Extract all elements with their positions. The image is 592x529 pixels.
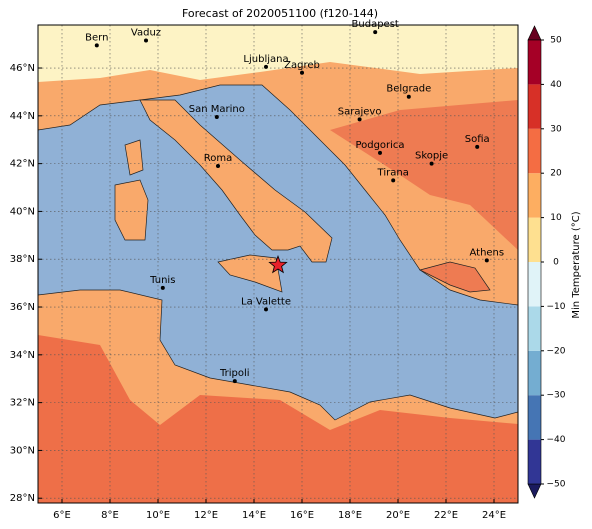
city-label: Vaduz <box>131 28 161 39</box>
y-tick-label: 46°N <box>10 63 35 74</box>
colorbar-bin <box>528 84 541 129</box>
colorbar-tick-label: −50 <box>547 480 566 490</box>
warm-zone <box>330 100 518 250</box>
city-marker <box>232 379 237 384</box>
city-label: Athens <box>469 247 504 258</box>
city-label: Podgorica <box>355 140 404 151</box>
x-tick-label: 20°E <box>386 510 410 521</box>
colorbar-label: Min Temperature (°C) <box>571 211 582 318</box>
x-tick-label: 18°E <box>338 510 362 521</box>
x-tick-label: 8°E <box>101 510 119 521</box>
colorbar-tick-label: −30 <box>547 391 566 401</box>
colorbar-bin <box>528 395 541 440</box>
city-marker <box>216 164 220 169</box>
colorbar-tick-label: 20 <box>550 169 562 179</box>
x-tick-label: 10°E <box>146 510 170 521</box>
city-marker <box>214 115 219 120</box>
colorbar-bin <box>528 439 541 484</box>
colorbar-bin <box>528 217 541 262</box>
x-tick-label: 16°E <box>290 510 314 521</box>
city-marker <box>429 161 434 166</box>
colorbar-tick-label: 10 <box>550 213 562 223</box>
graticule <box>38 25 518 503</box>
sicily <box>217 254 283 293</box>
y-tick-label: 40°N <box>10 206 35 217</box>
city-marker <box>373 30 378 35</box>
city-marker <box>484 258 489 263</box>
colorbar-tick-label: −40 <box>547 435 566 445</box>
city-label: Zagreb <box>284 60 320 71</box>
city-marker <box>406 94 411 99</box>
colorbar-tick-label: 40 <box>550 80 562 90</box>
x-tick-label: 22°E <box>434 510 458 521</box>
greece <box>419 261 491 293</box>
x-tick-label: 14°E <box>242 510 266 521</box>
city-label: Bern <box>85 32 108 43</box>
y-tick-label: 44°N <box>10 111 35 122</box>
city-label: La Valette <box>241 296 291 307</box>
y-tick-label: 34°N <box>10 350 35 361</box>
city-marker <box>264 64 268 69</box>
colorbar-bin <box>528 306 541 351</box>
city-label: Budapest <box>352 19 399 30</box>
sardinia <box>114 179 149 241</box>
city-marker <box>264 307 268 312</box>
y-tick-label: 38°N <box>10 254 35 265</box>
city-marker <box>475 144 480 149</box>
y-tick-label: 30°N <box>10 445 35 456</box>
corsica <box>124 139 144 176</box>
city-label: Sarajevo <box>338 106 382 117</box>
x-tick-label: 24°E <box>482 510 506 521</box>
city-marker <box>144 38 148 43</box>
city-marker <box>94 43 99 48</box>
city-marker <box>357 117 362 122</box>
city-label: Tripoli <box>219 368 250 379</box>
colorbar-bin <box>528 173 541 218</box>
y-tick-label: 32°N <box>10 398 35 409</box>
y-tick-label: 42°N <box>10 159 35 170</box>
map-frame <box>37 24 519 504</box>
colorbar-tick-label: −20 <box>547 346 566 356</box>
y-tick-label: 28°N <box>10 493 35 504</box>
city-label: Belgrade <box>386 84 431 95</box>
italy <box>139 99 333 263</box>
city-marker <box>160 285 165 290</box>
x-tick-label: 6°E <box>53 510 71 521</box>
colorbar: −50 −40 −30 −20 −10 0 10 20 30 40 50 <box>527 25 566 499</box>
colorbar-bin <box>528 262 541 307</box>
city-label: Sofia <box>465 134 490 145</box>
city-marker <box>391 178 396 183</box>
colorbar-bin <box>528 128 541 174</box>
colorbar-bin <box>528 40 541 85</box>
city-label: Skopje <box>415 151 448 162</box>
colorbar-extend-top <box>527 25 542 41</box>
colorbar-bin <box>528 350 541 396</box>
sea <box>38 84 518 421</box>
colorbar-tick-label: 30 <box>550 124 562 134</box>
map-title: Forecast of 2020051100 (f120-144) <box>182 7 378 20</box>
colorbar-tick-label: 50 <box>550 36 562 46</box>
city-marker <box>378 150 382 155</box>
y-tick-label: 36°N <box>10 302 35 313</box>
event-star <box>268 255 288 274</box>
city-label: Tunis <box>149 275 175 286</box>
colorbar-tick-label: 0 <box>553 258 559 268</box>
city-label: Tirana <box>377 167 409 178</box>
map-area <box>38 25 518 503</box>
city-marker <box>300 70 304 75</box>
colorbar-tick-label: −10 <box>547 302 566 312</box>
city-label: Roma <box>204 153 233 164</box>
city-label: Ljubljana <box>243 54 288 65</box>
colorbar-extend-bottom <box>527 483 542 499</box>
city-label: San Marino <box>189 104 245 115</box>
x-tick-label: 12°E <box>194 510 218 521</box>
